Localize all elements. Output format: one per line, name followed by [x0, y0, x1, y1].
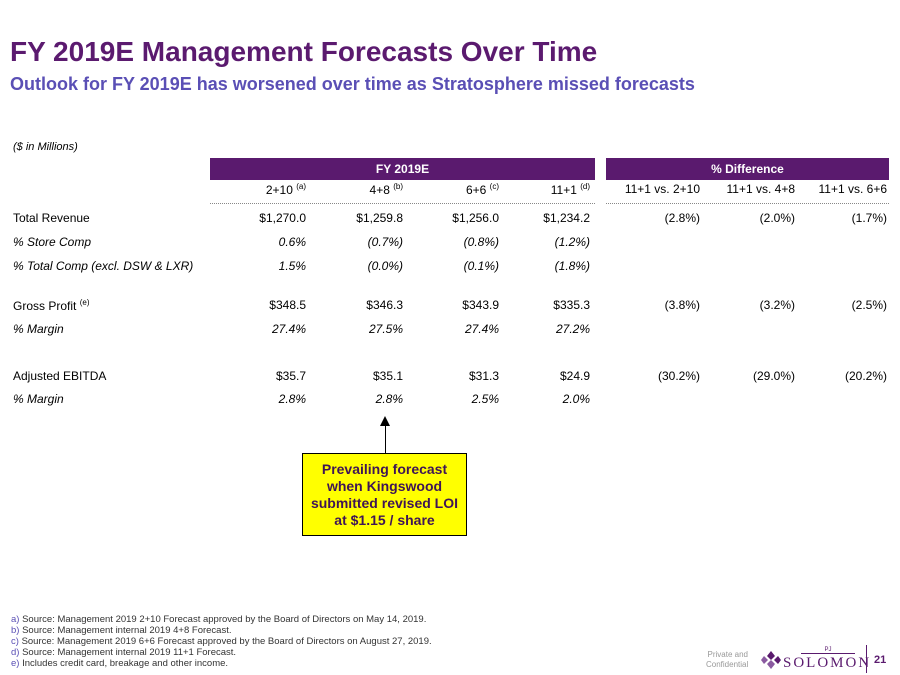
table-cell: $24.9: [559, 369, 590, 383]
row-label: Gross Profit (e): [13, 298, 90, 313]
table-cell: (2.5%): [851, 298, 887, 312]
column-header: 6+6 (c): [465, 182, 499, 197]
table-cell: 2.8%: [375, 392, 403, 406]
page-number: 21: [874, 654, 887, 666]
table-cell: $346.3: [366, 298, 403, 312]
table-cell: $1,270.0: [259, 211, 306, 225]
table-cell: 27.4%: [464, 322, 499, 336]
table-cell: (30.2%): [657, 369, 700, 383]
table-cell: 27.4%: [271, 322, 306, 336]
table-cell: (3.8%): [664, 298, 700, 312]
table-cell: $35.1: [372, 369, 403, 383]
table-cell: (1.2%): [554, 235, 590, 249]
footnote-line: e) Includes credit card, breakage and ot…: [11, 658, 229, 669]
table-cell: $1,234.2: [543, 211, 590, 225]
callout-arrow: [385, 425, 386, 453]
logo-small-text: PJ: [801, 647, 855, 654]
table-cell: (1.7%): [851, 211, 887, 225]
header-divider-diff: [606, 203, 889, 204]
table-cell: (0.0%): [367, 259, 403, 273]
table-cell: (29.0%): [752, 369, 795, 383]
pj-solomon-logo: PJ SOLOMON: [761, 647, 869, 672]
footnote-line: a) Source: Management 2019 2+10 Forecast…: [11, 614, 427, 625]
row-label: Total Revenue: [13, 211, 90, 225]
table-cell: (0.1%): [463, 259, 499, 273]
table-cell: (1.8%): [554, 259, 590, 273]
row-label: % Total Comp (excl. DSW & LXR): [13, 259, 194, 273]
pct-difference-group-header: % Difference: [606, 158, 889, 180]
column-header: 11+1 (d): [550, 182, 590, 197]
callout-arrowhead: [380, 416, 390, 426]
table-cell: $348.5: [269, 298, 306, 312]
table-cell: $343.9: [462, 298, 499, 312]
callout-box: Prevailing forecast when Kingswood submi…: [302, 453, 467, 536]
table-cell: 2.0%: [562, 392, 590, 406]
column-header: 11+1 vs. 4+8: [726, 182, 796, 196]
column-header: 4+8 (b): [369, 182, 403, 197]
page-title: FY 2019E Management Forecasts Over Time: [10, 36, 598, 67]
table-cell: 27.5%: [368, 322, 403, 336]
footnotes: a) Source: Management 2019 2+10 Forecast…: [11, 614, 432, 669]
footnote-line: d) Source: Management internal 2019 11+1…: [11, 647, 237, 658]
table-cell: (0.8%): [463, 235, 499, 249]
logo-text: SOLOMON: [783, 655, 872, 671]
table-cell: $1,259.8: [356, 211, 403, 225]
table-cell: (2.0%): [759, 211, 795, 225]
table-cell: $335.3: [553, 298, 590, 312]
fy-2019e-group-header: FY 2019E: [210, 158, 595, 180]
column-header: 2+10 (a): [265, 182, 306, 197]
row-label: % Margin: [13, 322, 64, 336]
footnote-line: b) Source: Management internal 2019 4+8 …: [11, 625, 232, 636]
page-subtitle: Outlook for FY 2019E has worsened over t…: [10, 74, 695, 94]
footnote-line: c) Source: Management 2019 6+6 Forecast …: [11, 636, 432, 647]
confidential-label: Private and Confidential: [706, 650, 749, 669]
table-cell: (3.2%): [759, 298, 795, 312]
header-divider-fy: [210, 203, 595, 204]
table-cell: (20.2%): [844, 369, 887, 383]
table-cell: 1.5%: [278, 259, 306, 273]
footer-divider: [866, 645, 867, 673]
row-label: % Store Comp: [13, 235, 92, 249]
column-header: 11+1 vs. 6+6: [818, 182, 888, 196]
units-note: ($ in Millions): [13, 141, 78, 153]
table-cell: $35.7: [275, 369, 306, 383]
table-cell: 2.5%: [471, 392, 499, 406]
table-cell: 27.2%: [555, 322, 590, 336]
table-cell: 2.8%: [278, 392, 306, 406]
table-cell: (0.7%): [367, 235, 403, 249]
table-cell: $1,256.0: [452, 211, 499, 225]
table-cell: 0.6%: [278, 235, 306, 249]
table-cell: $31.3: [468, 369, 499, 383]
table-cell: (2.8%): [664, 211, 700, 225]
column-header: 11+1 vs. 2+10: [624, 182, 700, 196]
logo-mark-icon: [761, 651, 781, 669]
row-label: Adjusted EBITDA: [13, 369, 107, 383]
row-label: % Margin: [13, 392, 64, 406]
